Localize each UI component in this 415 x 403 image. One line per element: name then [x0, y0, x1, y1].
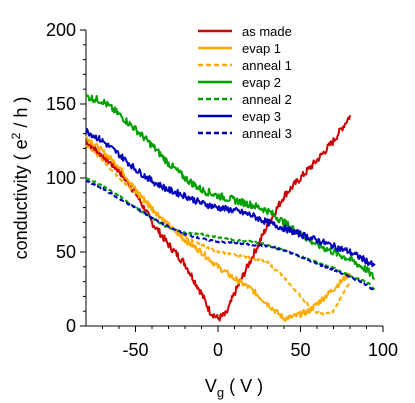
x-axis-title-main: V — [205, 376, 217, 396]
axes — [85, 30, 383, 327]
y-axis-title-superscript: 2 — [9, 132, 23, 139]
y-axis-title-tail: / h ) — [11, 97, 31, 133]
y-tick-label: 100 — [46, 168, 76, 188]
series-layer — [85, 93, 376, 322]
legend-label-evap-2: evap 2 — [242, 75, 281, 90]
series-line-evap-3 — [85, 127, 376, 268]
legend-label-anneal-1: anneal 1 — [242, 58, 292, 73]
series-line-anneal-3 — [85, 180, 376, 293]
legend: as made evap 1 anneal 1 evap 2 anneal 2 evap … — [198, 24, 292, 141]
x-tick-label: -50 — [122, 340, 148, 360]
x-axis-title-unit: ( V ) — [224, 376, 263, 396]
y-axis-title: conductivity ( e2 / h ) — [9, 97, 31, 260]
y-tick-label: 0 — [66, 316, 76, 336]
series-line-anneal-1 — [85, 144, 351, 316]
series-line-as-made — [85, 115, 351, 322]
y-tick-label: 200 — [46, 20, 76, 40]
legend-label-anneal-3: anneal 3 — [242, 126, 292, 141]
series-line-anneal-2 — [85, 177, 375, 291]
legend-label-as-made: as made — [242, 24, 292, 39]
legend-label-anneal-2: anneal 2 — [242, 92, 292, 107]
x-tick-label: 0 — [213, 340, 223, 360]
legend-label-evap-1: evap 1 — [242, 41, 281, 56]
axis-ticks: -50 0 50 100 0 50 100 150 200 — [46, 20, 398, 360]
series-line-evap-2 — [85, 93, 376, 280]
x-axis-title-subscript: g — [217, 385, 224, 400]
x-tick-label: 50 — [290, 340, 310, 360]
x-axis-title: Vg ( V ) — [205, 376, 263, 400]
series-line-evap-1 — [85, 135, 351, 322]
x-tick-label: 100 — [368, 340, 398, 360]
y-tick-label: 150 — [46, 94, 76, 114]
y-tick-label: 50 — [56, 242, 76, 262]
legend-label-evap-3: evap 3 — [242, 109, 281, 124]
y-axis-title-main: conductivity ( e — [11, 139, 31, 259]
